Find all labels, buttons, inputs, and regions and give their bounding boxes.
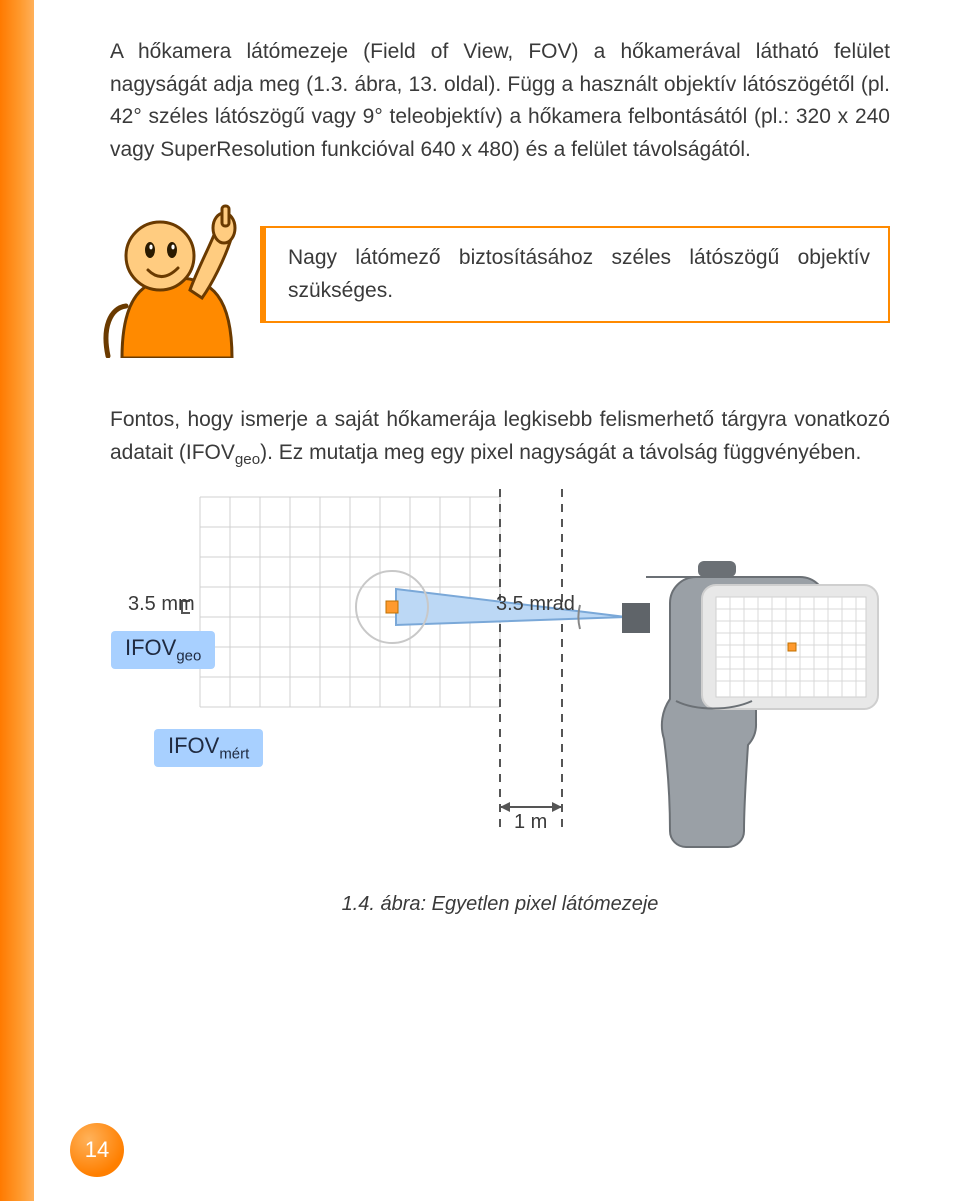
figure-ifov: 3.5 mm 3.5 mrad 1 m IFOVgeo IFOVmért <box>110 489 890 849</box>
figure-svg <box>110 489 890 849</box>
label-pixel-size: 3.5 mm <box>128 593 195 616</box>
figure-caption: 1.4. ábra: Egyetlen pixel látómezeje <box>110 893 890 916</box>
label-distance: 1 m <box>514 811 547 834</box>
paragraph-2: Fontos, hogy ismerje a saját hőkamerája … <box>110 404 890 471</box>
tip-block: Nagy látómező biztosításához széles látó… <box>110 212 890 362</box>
tip-text: Nagy látómező biztosításához széles látó… <box>260 226 890 323</box>
page: A hőkamera látómezeje (Field of View, FO… <box>0 0 960 1201</box>
label-angle: 3.5 mrad <box>496 593 575 616</box>
tag-ifov-mert: IFOVmért <box>154 729 263 766</box>
tip-character-icon <box>102 198 252 358</box>
tag-ifov-geo: IFOVgeo <box>111 631 215 668</box>
side-accent-bar <box>0 0 34 1201</box>
paragraph-1: A hőkamera látómezeje (Field of View, FO… <box>110 36 890 166</box>
page-number: 14 <box>70 1123 124 1177</box>
